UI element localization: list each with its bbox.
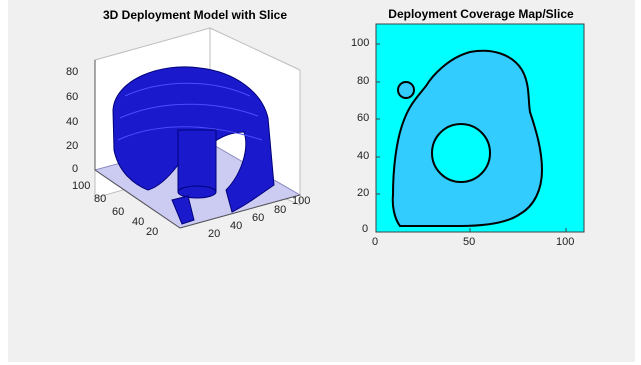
z-tick-label: 80: [66, 66, 79, 78]
dome-ridge-3: [117, 126, 263, 141]
x-tick-label: 50: [463, 236, 476, 248]
y-tick-label: 40: [357, 150, 370, 162]
z-tick-label: 0: [72, 163, 79, 175]
y-axis-line: [179, 194, 301, 229]
x-tick-label: 100: [72, 180, 91, 192]
dome-ridge-2: [119, 103, 259, 119]
z-tick-label: 60: [66, 91, 79, 103]
x-tick-label: 100: [556, 236, 575, 248]
y-tick-label: 40: [230, 220, 243, 232]
x-tick-label: 20: [146, 226, 159, 238]
z-tick-label: 40: [66, 116, 79, 128]
y-tick-label: 20: [357, 187, 370, 199]
coverage-hole: [431, 123, 491, 183]
y-tick-label: 80: [274, 204, 287, 216]
right-plot-title: Deployment Coverage Map/Slice: [388, 7, 574, 21]
z-tick-label: 20: [66, 140, 79, 152]
left-plot-title: 3D Deployment Model with Slice: [102, 8, 288, 22]
dome-ridge-1: [124, 82, 251, 97]
cylinder-base: [177, 185, 217, 199]
y-tick-label: 60: [357, 112, 370, 124]
y-tick-label: 20: [208, 228, 221, 240]
x-tick-label: 60: [112, 206, 125, 218]
y-tick-label: 100: [292, 195, 311, 207]
x-tick-label: 80: [94, 193, 107, 205]
x-axis-line: [94, 169, 181, 229]
x-tick-label: 40: [132, 216, 145, 228]
y-tick-label: 60: [252, 212, 265, 224]
y-tick-label: 0: [362, 223, 369, 235]
coverage-bump: [397, 81, 415, 99]
front-fragment: [171, 195, 195, 225]
cylinder-body: [177, 129, 217, 193]
y-tick-label: 100: [351, 37, 370, 49]
x-tick-label: 0: [372, 236, 379, 248]
y-tick-label: 80: [357, 75, 370, 87]
